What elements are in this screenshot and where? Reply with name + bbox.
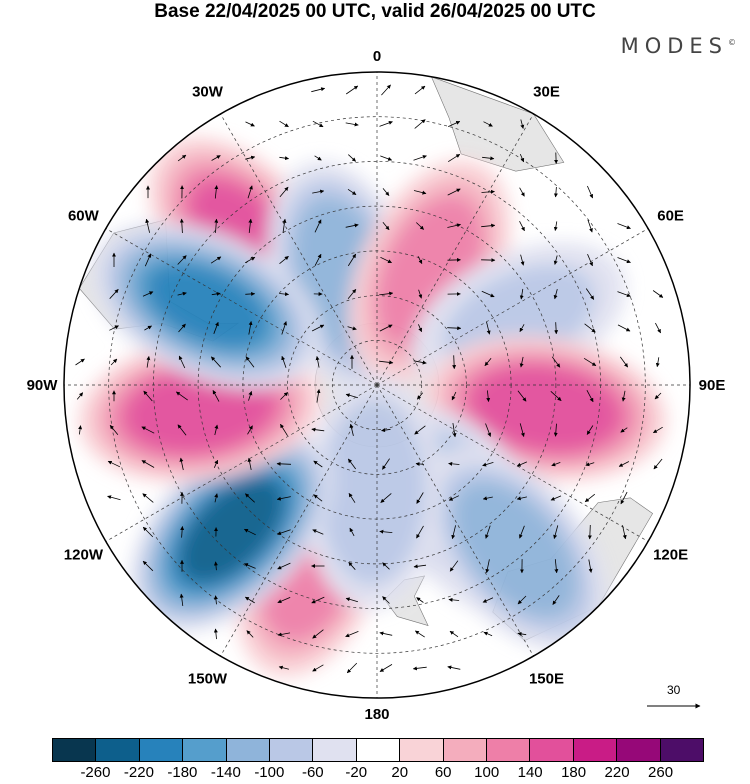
longitude-label: 120E xyxy=(653,547,688,564)
colorbar-cell xyxy=(96,739,139,761)
colorbar-cell xyxy=(574,739,617,761)
colorbar-cell xyxy=(661,739,703,761)
colorbar-tick-label: 260 xyxy=(648,764,673,781)
longitude-label: 60E xyxy=(657,208,684,225)
colorbar-cell xyxy=(487,739,530,761)
colorbar-tick-label: -140 xyxy=(211,764,241,781)
colorbar-tick-label: -60 xyxy=(302,764,324,781)
colorbar-tick-label: -220 xyxy=(124,764,154,781)
colorbar-tick-label: -20 xyxy=(345,764,367,781)
longitude-label: 0 xyxy=(373,48,381,65)
colorbar-cell xyxy=(400,739,443,761)
colorbar xyxy=(52,738,704,762)
colorbar-tick-label: -180 xyxy=(167,764,197,781)
longitude-label: 150W xyxy=(188,671,228,688)
longitude-label: 120W xyxy=(64,547,104,564)
colorbar-cell xyxy=(183,739,226,761)
longitude-label: 30E xyxy=(533,83,560,100)
colorbar-cell xyxy=(444,739,487,761)
colorbar-cell xyxy=(530,739,573,761)
polar-map: 0 30E 60E 90E 120E 150E 180 150W 120W 90W 60W 30W xyxy=(0,0,750,740)
colorbar-tick-label: 140 xyxy=(518,764,543,781)
wind-scale-label: 30 xyxy=(667,683,680,697)
colorbar-cell xyxy=(270,739,313,761)
colorbar-cell xyxy=(53,739,96,761)
colorbar-cell xyxy=(357,739,400,761)
colorbar-cell xyxy=(227,739,270,761)
colorbar-tick-label: 60 xyxy=(435,764,452,781)
longitude-label: 150E xyxy=(529,671,564,688)
longitude-label: 60W xyxy=(68,208,100,225)
colorbar-tick-label: 220 xyxy=(605,764,630,781)
colorbar-tick-label: 100 xyxy=(474,764,499,781)
colorbar-tick-label: -100 xyxy=(254,764,284,781)
colorbar-tick-label: 20 xyxy=(391,764,408,781)
colorbar-cell xyxy=(140,739,183,761)
longitude-label: 180 xyxy=(364,706,389,723)
longitude-label: 90E xyxy=(699,377,726,394)
colorbar-cell xyxy=(617,739,660,761)
colorbar-cell xyxy=(313,739,356,761)
colorbar-tick-label: 180 xyxy=(561,764,586,781)
colorbar-ticks: -260 -220 -180 -140 -100 -60 -20 20 60 100 140 180 2… xyxy=(0,764,750,784)
colorbar-tick-label: -260 xyxy=(80,764,110,781)
longitude-label: 90W xyxy=(27,377,59,394)
longitude-label: 30W xyxy=(192,83,224,100)
